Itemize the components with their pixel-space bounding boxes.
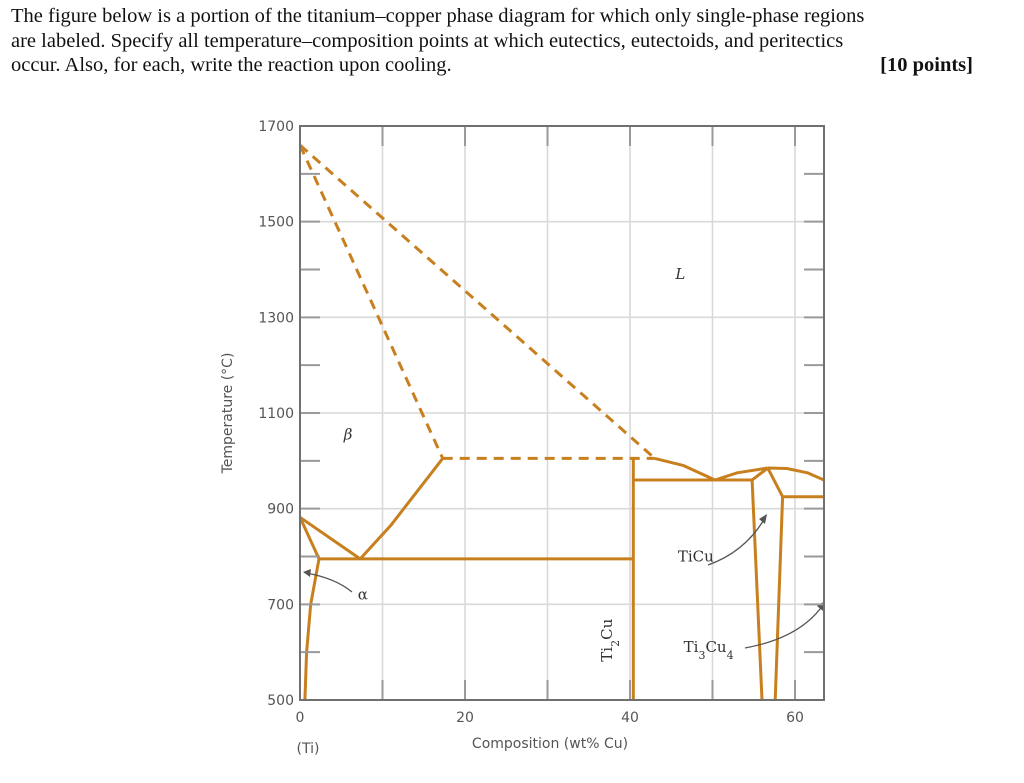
phase-line-beta-solvus bbox=[359, 457, 444, 560]
x-tick-label: 60 bbox=[786, 710, 804, 726]
x-tick-label: 20 bbox=[456, 710, 474, 726]
phase-label-β: β bbox=[343, 425, 353, 443]
x-tick-label: 0 bbox=[296, 710, 305, 726]
y-tick-label: 500 bbox=[267, 693, 294, 709]
phase-boundaries bbox=[298, 143, 825, 701]
y-tick-label: 1100 bbox=[258, 406, 294, 422]
phase-line-solidus-beta bbox=[298, 144, 445, 460]
ticu-leader-arrowhead-icon bbox=[759, 514, 767, 524]
phase-label-ti2cu: Ti2Cu bbox=[598, 618, 622, 661]
y-axis-title: Temperature (°C) bbox=[220, 353, 236, 475]
alpha-leader bbox=[305, 572, 353, 593]
x-tick-label: 40 bbox=[621, 710, 639, 726]
phase-line-TiCu-right-boundary bbox=[773, 496, 785, 701]
phase-line-TiCu-left-boundary bbox=[750, 479, 764, 701]
points-label: [10 points] bbox=[880, 54, 973, 76]
phase-label-ti3cu4: Ti3Cu4 bbox=[684, 638, 734, 662]
axes-frame bbox=[299, 125, 825, 701]
phase-line-alpha-beta-lower bbox=[298, 516, 321, 560]
phase-label-ticu: TiCu bbox=[678, 547, 714, 565]
phase-line-alpha-solvus bbox=[303, 558, 321, 701]
grid-lines bbox=[300, 126, 824, 700]
ticu-leader bbox=[707, 517, 766, 566]
phase-line-TiCu-upper-left bbox=[751, 466, 769, 482]
phase-line-liquidus-TiCu bbox=[714, 466, 769, 482]
question-line-3: occur. Also, for each, write the reactio… bbox=[11, 54, 452, 76]
question-line-1: The figure below is a portion of the tit… bbox=[11, 5, 865, 27]
phase-label-l: L bbox=[674, 265, 685, 283]
y-tick-label: 900 bbox=[267, 502, 294, 518]
y-tick-label: 700 bbox=[267, 597, 294, 613]
phase-line-liquidus-Ti2Cu bbox=[654, 456, 716, 482]
phase-line-liquidus-right bbox=[767, 466, 825, 482]
phase-line-alpha-beta-transus bbox=[299, 516, 362, 561]
tick-labels: 500 700 900 1100 1300 1500 1700 0 20 40 60 bbox=[258, 119, 804, 726]
y-tick-label: 1700 bbox=[258, 119, 294, 135]
phase-label-α: α bbox=[358, 586, 368, 604]
phase-line-TiCu-upper-right bbox=[766, 467, 784, 498]
question-line-2: are labeled. Specify all temperature–com… bbox=[11, 29, 844, 52]
ti3cu4-leader bbox=[744, 604, 824, 649]
y-tick-label: 1300 bbox=[258, 310, 294, 326]
phase-labels: Lβ α TiCu Ti2Cu Ti3Cu4 bbox=[343, 265, 734, 662]
plot-frame bbox=[299, 125, 825, 701]
x-axis-sublabel-ti: (Ti) bbox=[297, 741, 320, 757]
x-axis-title: Composition (wt% Cu) bbox=[472, 736, 628, 752]
alpha-leader-arrowhead-icon bbox=[303, 569, 311, 577]
phase-line-liquidus-left bbox=[299, 143, 656, 460]
y-tick-label: 1500 bbox=[258, 215, 294, 231]
question-text: The figure below is a portion of the tit… bbox=[11, 4, 1011, 78]
